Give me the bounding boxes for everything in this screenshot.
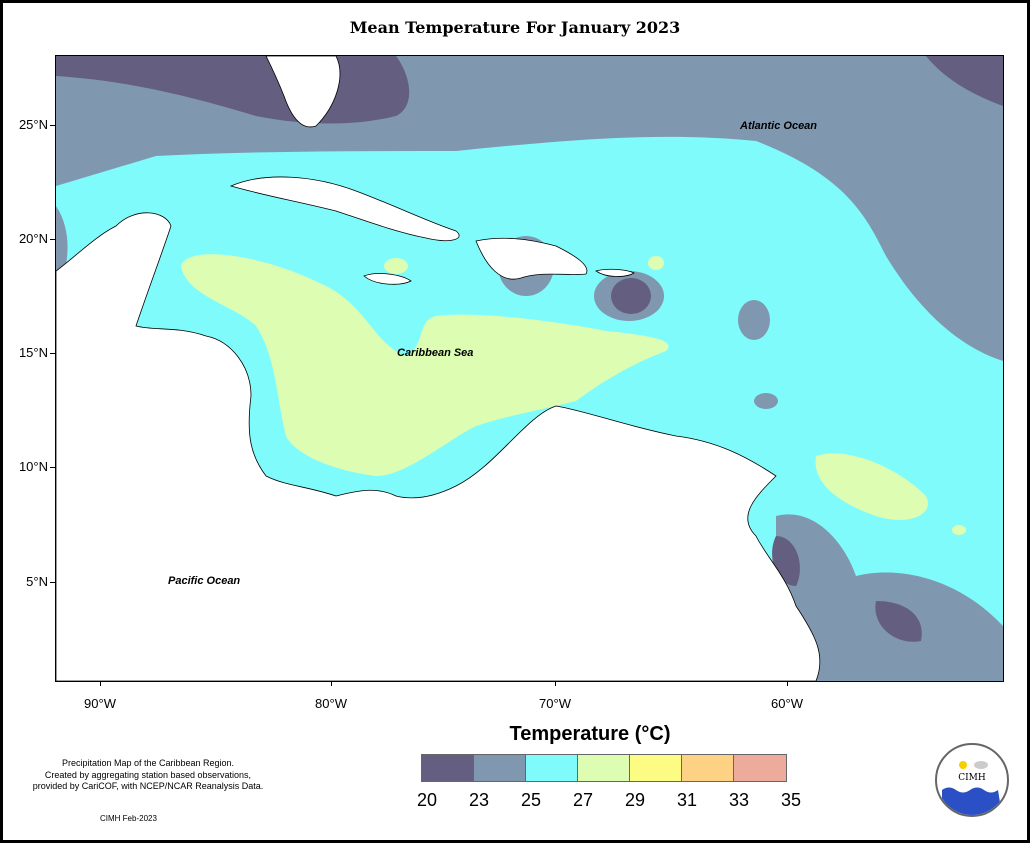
atlantic-ocean-label: Atlantic Ocean (740, 120, 818, 132)
legend-swatch (682, 755, 734, 781)
lat-tick (50, 239, 55, 240)
zone-20-23-guadeloupe (738, 300, 770, 340)
lon-label: 70°W (539, 696, 571, 711)
zone-23-25-north (56, 56, 1003, 361)
legend-break-label: 27 (572, 790, 594, 810)
lat-tick (50, 353, 55, 354)
logo-text: CIMH (958, 773, 986, 783)
zone-27-29-atlantic (815, 453, 928, 520)
zone-20-23-puertorico-core (611, 278, 651, 314)
cimh-logo-icon: CIMH (935, 743, 1009, 817)
land-puerto-rico (595, 268, 635, 277)
legend-swatch (578, 755, 630, 781)
lon-tick (787, 681, 788, 686)
legend-break-label: 29 (624, 790, 646, 810)
legend-swatch (526, 755, 578, 781)
legend-colorbar (421, 754, 787, 782)
temperature-map (55, 55, 1004, 682)
legend-break-label: 23 (468, 790, 490, 810)
legend-swatch (474, 755, 526, 781)
zone-23-25-guiana (776, 514, 1003, 681)
legend-break-label: 31 (676, 790, 698, 810)
land-cuba (229, 176, 460, 241)
caribbean-sea-label: Caribbean Sea (397, 347, 474, 359)
lon-label: 80°W (315, 696, 347, 711)
wave-icon (942, 787, 1002, 815)
legend-swatch (734, 755, 786, 781)
legend-swatch (630, 755, 682, 781)
legend-break-label: 25 (520, 790, 542, 810)
legend-break-label: 35 (780, 790, 802, 810)
land-central-america (56, 212, 821, 681)
lat-label: 20°N (18, 231, 48, 246)
zone-20-23-tobago (754, 393, 778, 409)
lat-tick (50, 582, 55, 583)
lon-tick (555, 681, 556, 686)
lon-label: 60°W (771, 696, 803, 711)
zone-20-23-northeast (926, 56, 1003, 106)
land-hispaniola (475, 237, 588, 280)
lat-label: 10°N (18, 459, 48, 474)
lat-tick (50, 125, 55, 126)
footer-credit: CIMH Feb-2023 (100, 814, 157, 823)
zone-27-29-small1 (384, 258, 408, 274)
data-source-note: Precipitation Map of the Caribbean Regio… (32, 758, 264, 791)
zone-27-29-small2 (648, 256, 664, 270)
map-svg (56, 56, 1003, 681)
sun-icon (959, 761, 967, 769)
zone-27-29-caribbean (181, 254, 669, 476)
land-jamaica (363, 273, 412, 285)
zone-27-29-small3 (952, 525, 966, 535)
lat-label: 15°N (18, 345, 48, 360)
lat-label: 25°N (18, 117, 48, 132)
zone-20-23-suriname (875, 601, 922, 642)
legend-break-label: 20 (416, 790, 438, 810)
legend-swatch (422, 755, 474, 781)
legend-title: Temperature (°C) (509, 723, 671, 745)
legend-break-label: 33 (728, 790, 750, 810)
pacific-ocean-label: Pacific Ocean (168, 575, 241, 587)
land-florida (265, 56, 341, 128)
cloud-icon (974, 761, 988, 769)
lon-label: 90°W (84, 696, 116, 711)
lat-label: 5°N (26, 574, 48, 589)
lon-tick (331, 681, 332, 686)
logo-graphic (942, 761, 1002, 815)
map-title: Mean Temperature For January 2023 (349, 18, 681, 37)
lon-tick (100, 681, 101, 686)
lat-tick (50, 467, 55, 468)
